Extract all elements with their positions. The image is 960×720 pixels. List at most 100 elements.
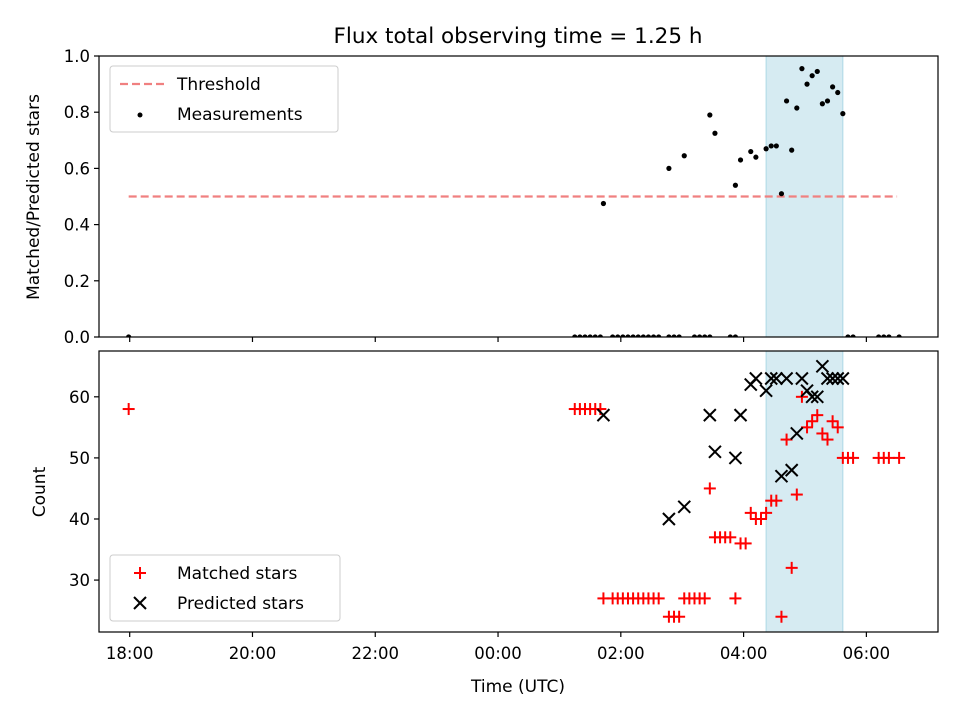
data-point [831, 371, 845, 386]
axes-frame [98, 55, 939, 338]
data-point [729, 592, 742, 605]
data-point [739, 537, 752, 550]
data-point [724, 531, 737, 544]
x-tick-label: 06:00 [843, 644, 891, 663]
data-point [795, 371, 809, 386]
data-point [775, 610, 788, 623]
data-point [744, 506, 757, 519]
data-point [806, 415, 819, 428]
data-point [126, 334, 132, 337]
data-point [652, 592, 665, 605]
data-point [770, 494, 783, 507]
series-predicted-stars [596, 359, 850, 526]
top-chart-title: Flux total observing time = 1.25 h [334, 24, 703, 49]
data-point [676, 334, 682, 337]
x-tick-label: 04:00 [720, 644, 768, 663]
data-point [748, 148, 754, 155]
data-point [703, 408, 717, 422]
data-point [785, 561, 798, 574]
data-point [703, 482, 716, 495]
data-point [773, 143, 779, 149]
data-point [759, 383, 773, 398]
data-point [671, 334, 677, 337]
data-point [763, 146, 769, 152]
series-measurements [126, 66, 902, 337]
y-tick-label: 40 [69, 510, 90, 529]
y-tick-label: 0.0 [64, 328, 90, 347]
data-point [778, 191, 785, 197]
data-point [794, 105, 800, 111]
data-point [769, 371, 784, 386]
top-chart-ylabel: Matched/Predicted stars [24, 94, 44, 300]
data-point [804, 81, 810, 87]
data-point [673, 610, 686, 623]
data-point [893, 451, 906, 464]
x-tick-label: 00:00 [474, 644, 522, 663]
data-point [635, 334, 641, 337]
data-point [768, 143, 774, 149]
data-point [597, 334, 603, 337]
data-point [790, 488, 803, 501]
legend-threshold-label: Threshold [176, 75, 261, 95]
x-tick-label: 20:00 [229, 644, 277, 663]
y-tick-label: 50 [69, 449, 90, 468]
data-point [815, 359, 830, 373]
data-point [840, 111, 846, 117]
data-point [779, 371, 794, 386]
data-point [698, 592, 711, 605]
data-point [697, 334, 703, 337]
data-point [845, 334, 851, 337]
data-point [630, 334, 636, 337]
data-point [835, 89, 841, 96]
data-point [824, 98, 831, 104]
x-tick-label: 22:00 [351, 644, 399, 663]
data-point [790, 426, 804, 441]
data-point [754, 512, 767, 525]
top-chart-legend: Threshold Measurements [109, 65, 339, 133]
y-tick-label: 0.4 [64, 216, 90, 235]
data-point [681, 153, 687, 159]
data-point [712, 130, 718, 136]
data-point [896, 334, 902, 337]
bottom-chart-ylabel: Count [30, 466, 50, 517]
legend-matched-label: Matched stars [177, 564, 297, 584]
data-point [732, 334, 739, 337]
data-point [600, 200, 607, 207]
data-point [707, 334, 713, 337]
data-point [615, 334, 621, 337]
plot-area [126, 66, 902, 337]
data-point [830, 84, 836, 90]
series-matched-stars [122, 390, 906, 623]
data-point [784, 463, 799, 477]
data-point [662, 512, 676, 526]
data-point [876, 334, 882, 337]
data-point [850, 334, 856, 337]
data-point [801, 421, 814, 434]
data-point [708, 445, 722, 459]
data-point [749, 371, 763, 386]
data-point [577, 334, 583, 337]
data-point [881, 334, 887, 337]
data-point [727, 334, 733, 337]
y-tick-label: 1.0 [64, 47, 90, 66]
legend-measurements-swatch [137, 112, 143, 118]
legend-predicted-swatch [133, 596, 147, 610]
data-point [836, 371, 850, 386]
data-point [733, 408, 748, 422]
data-point [587, 334, 593, 337]
legend-matched-swatch [134, 567, 146, 579]
data-point [677, 500, 691, 514]
plot-area [122, 359, 906, 623]
data-point [610, 334, 616, 337]
data-point [691, 334, 698, 337]
y-tick-label: 0.2 [64, 272, 90, 291]
data-point [799, 66, 805, 72]
axes-frame [98, 350, 939, 633]
data-point [816, 427, 829, 440]
data-point [625, 334, 631, 337]
data-point [753, 154, 759, 160]
data-point [831, 421, 844, 434]
y-tick-label: 0.6 [64, 159, 90, 178]
data-point [737, 157, 744, 163]
